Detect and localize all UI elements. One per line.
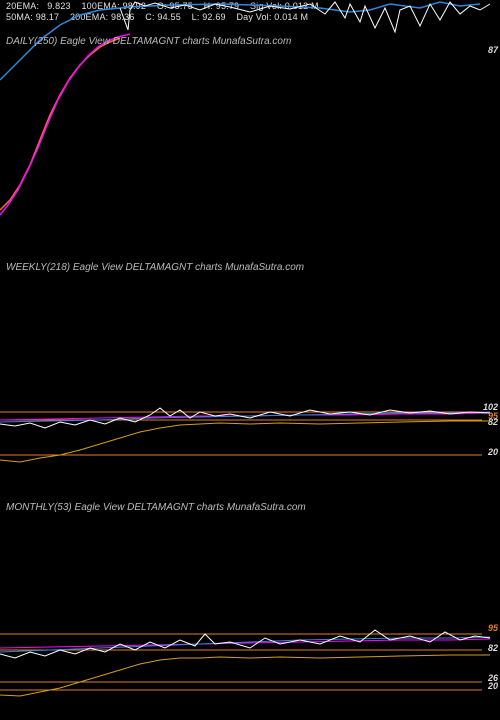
panel-title-daily: DAILY(250) Eagle View DELTAMAGNT charts … <box>6 36 291 47</box>
chart-svg-weekly <box>0 260 500 490</box>
chart-panel-weekly <box>0 260 500 490</box>
chart-svg-daily <box>0 0 500 230</box>
y-axis-label: 95 <box>488 623 498 633</box>
y-axis-label: 82 <box>488 643 498 653</box>
series-price-white <box>0 408 490 428</box>
series-ma-orange <box>0 38 120 210</box>
y-axis-label: 20 <box>488 681 498 691</box>
chart-panel-monthly <box>0 500 500 720</box>
y-axis-label: 82 <box>488 417 498 427</box>
panel-title-weekly: WEEKLY(218) Eagle View DELTAMAGNT charts… <box>6 262 304 273</box>
y-axis-label: 20 <box>488 447 498 457</box>
chart-svg-monthly <box>0 500 500 720</box>
series-ma-orange2 <box>0 421 490 462</box>
chart-panel-daily <box>0 0 500 230</box>
y-axis-label: 87 <box>488 45 498 55</box>
panel-title-monthly: MONTHLY(53) Eagle View DELTAMAGNT charts… <box>6 502 306 513</box>
